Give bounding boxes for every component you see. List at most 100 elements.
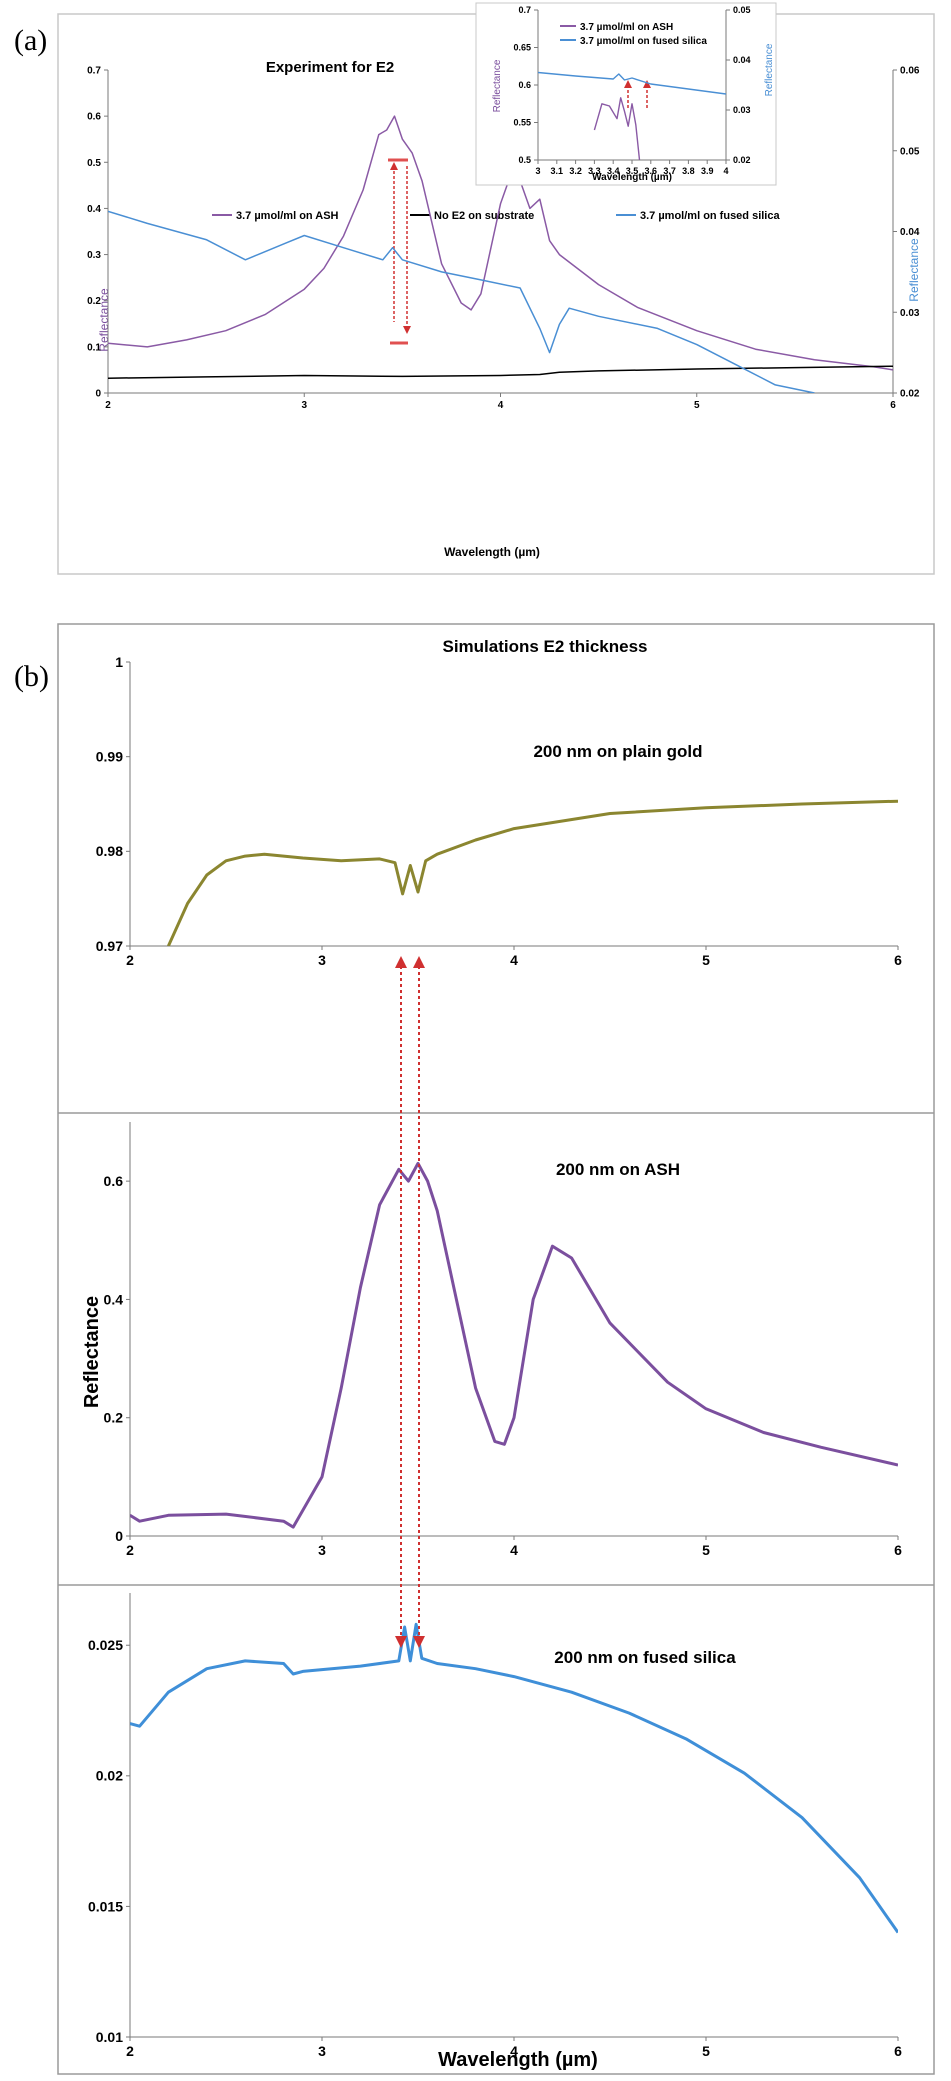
chart-inset-ylabel: Reflectance: [492, 59, 503, 112]
chart-inset-xtick-label: 3: [535, 166, 540, 176]
chart-experiment-ytick-label: 0.5: [87, 158, 101, 169]
legend-silica-label: 3.7 µmol/ml on fused silica: [640, 210, 780, 222]
chart-sim-gold-annotation: 200 nm on plain gold: [533, 742, 702, 761]
chart-sim-gold-ytick-label: 0.97: [96, 938, 123, 954]
chart-experiment-series-1: [108, 365, 893, 379]
long-arrow-head-left-up: [395, 956, 407, 968]
chart-sim-ash-xtick-label: 6: [894, 1542, 902, 1558]
chart-inset-ytick-label: 0.5: [518, 155, 531, 165]
chart-sim-ash-ytick-label: 0.4: [104, 1291, 124, 1307]
chart-sim-gold-ytick-label: 0.98: [96, 843, 123, 859]
long-arrow-head-right-up: [413, 956, 425, 968]
chart-inset-ytick-label: 0.55: [513, 118, 531, 128]
chart-inset-series-1: [538, 71, 726, 95]
chart-experiment-ytick-label: 0.3: [87, 250, 101, 261]
chart-sim-ash: 200 nm on ASH Reflectance 2 3 4 5 6 0 0.2 0.4 0.…: [81, 1122, 902, 1558]
chart-experiment-xtick-label: 3: [301, 400, 307, 411]
chart-sim-gold-xtick-label: 2: [126, 952, 134, 968]
chart-inset-ytick-label: 0.7: [518, 5, 531, 15]
chart-experiment-y2tick-label: 0.02: [900, 389, 920, 400]
chart-sim-ash-series-0: [130, 1161, 898, 1529]
chart-inset-y2tick-label: 0.02: [733, 155, 751, 165]
legend-substrate-label: No E2 on substrate: [434, 210, 534, 222]
chart-sim-silica-ytick-label: 0.02: [96, 1768, 123, 1784]
chart-experiment-xtick-label: 4: [498, 400, 504, 411]
chart-sim-ash-ylabel: Reflectance: [81, 1296, 103, 1408]
inset-legend-silica-label: 3.7 µmol/ml on fused silica: [580, 36, 707, 47]
chart-inset-xtick-label: 4: [723, 166, 728, 176]
chart-experiment-y2tick-label: 0.05: [900, 146, 920, 157]
chart-inset: Wavelength (µm) Reflectance Reflectance …: [475, 2, 777, 186]
chart-sim-silica-xtick-label: 2: [126, 2043, 134, 2059]
chart-inset-y2label: Reflectance: [764, 43, 775, 96]
chart-sim-silica-xtick-label: 6: [894, 2043, 902, 2059]
chart-inset-xtick-label: 3.3: [588, 166, 601, 176]
chart-experiment-series-2: [108, 210, 815, 393]
chart-inset-legend: 3.7 µmol/ml on ASH 3.7 µmol/ml on fused …: [560, 22, 707, 47]
arrow-head-left: [390, 162, 398, 170]
chart-sim-silica-ytick-label: 0.025: [88, 1637, 123, 1653]
chart-experiment-ytick-label: 0.7: [87, 66, 101, 77]
chart-sim-ash-annotation: 200 nm on ASH: [556, 1160, 680, 1179]
chart-experiment-ytick-label: 0: [95, 389, 101, 400]
inset-legend-ash-label: 3.7 µmol/ml on ASH: [580, 22, 673, 33]
chart-sim-silica: 200 nm on fused silica Wavelength (µm) 2…: [88, 1593, 902, 2071]
chart-experiment-y2tick-label: 0.03: [900, 308, 920, 319]
chart-sim-silica-xtick-label: 5: [702, 2043, 710, 2059]
chart-inset-xtick-label: 3.6: [645, 166, 658, 176]
chart-experiment-xtick-label: 5: [694, 400, 700, 411]
chart-inset-xlabel: Wavelength (µm): [592, 172, 672, 183]
chart-sim-ash-xtick-label: 5: [702, 1542, 710, 1558]
panel-b-label: (b): [14, 660, 49, 693]
chart-sim-gold-xtick-label: 3: [318, 952, 326, 968]
chart-sim-ash-ytick-label: 0: [115, 1528, 123, 1544]
chart-inset-xtick-label: 3.4: [607, 166, 620, 176]
chart-sim-gold-ytick-label: 0.99: [96, 749, 123, 765]
chart-inset-xtick-label: 3.7: [663, 166, 676, 176]
chart-sim-ash-ytick-label: 0.6: [104, 1173, 124, 1189]
chart-experiment-legend: 3.7 µmol/ml on ASH No E2 on substrate 3.…: [212, 210, 780, 222]
chart-experiment-xtick-label: 6: [890, 400, 896, 411]
panel-b-frame: [57, 623, 935, 2075]
chart-inset-y2tick-label: 0.03: [733, 105, 751, 115]
chart-experiment-y2tick-label: 0.06: [900, 66, 920, 77]
chart-sim-silica-ytick-label: 0.01: [96, 2029, 123, 2045]
legend-ash-label: 3.7 µmol/ml on ASH: [236, 210, 339, 222]
inset-arrow-head-left: [624, 80, 632, 88]
chart-sim-gold-ytick-label: 1: [115, 654, 123, 670]
chart-experiment-title: Experiment for E2: [266, 59, 394, 76]
long-arrow-head-right-down: [413, 1636, 425, 1648]
chart-sim-ash-ytick-label: 0.2: [104, 1410, 124, 1426]
chart-sim-gold-xtick-label: 4: [510, 952, 518, 968]
chart-experiment-ytick-label: 0.6: [87, 112, 101, 123]
chart-inset-ytick-label: 0.6: [518, 80, 531, 90]
chart-experiment-series-0: [108, 115, 893, 371]
chart-sim-silica-ytick-label: 0.015: [88, 1898, 123, 1914]
cross-panel-arrows: [395, 956, 425, 1648]
chart-inset-xtick-label: 3.1: [551, 166, 564, 176]
chart-sim-silica-xlabel: Wavelength (µm): [438, 2049, 598, 2071]
chart-inset-ytick-label: 0.65: [513, 43, 531, 53]
chart-sim-silica-xtick-label: 4: [510, 2043, 518, 2059]
chart-experiment-ytick-label: 0.1: [87, 342, 101, 353]
chart-experiment-ytick-label: 0.4: [87, 204, 101, 215]
chart-experiment-xlabel: Wavelength (µm): [444, 545, 540, 559]
chart-inset-xtick-label: 3.9: [701, 166, 714, 176]
chart-sim-silica-series-0: [130, 1622, 898, 1934]
chart-sim-gold: Simulations E2 thickness 200 nm on plain…: [96, 637, 902, 968]
chart-sim-gold-xtick-label: 6: [894, 952, 902, 968]
chart-inset-y2tick-label: 0.04: [733, 55, 751, 65]
panel-a-label: (a): [14, 24, 48, 57]
chart-inset-xtick-label: 3.5: [626, 166, 639, 176]
chart-inset-y2tick-label: 0.05: [733, 5, 751, 15]
chart-sim-ash-xtick-label: 2: [126, 1542, 134, 1558]
chart-inset-xtick-label: 3.2: [569, 166, 582, 176]
chart-sim-ash-xtick-label: 4: [510, 1542, 518, 1558]
chart-experiment-xtick-label: 2: [105, 400, 111, 411]
chart-sim-silica-xtick-label: 3: [318, 2043, 326, 2059]
chart-experiment-ytick-label: 0.2: [87, 296, 101, 307]
chart-inset-xtick-label: 3.8: [682, 166, 695, 176]
inset-arrow-head-right: [643, 80, 651, 88]
chart-sim-gold-xtick-label: 5: [702, 952, 710, 968]
